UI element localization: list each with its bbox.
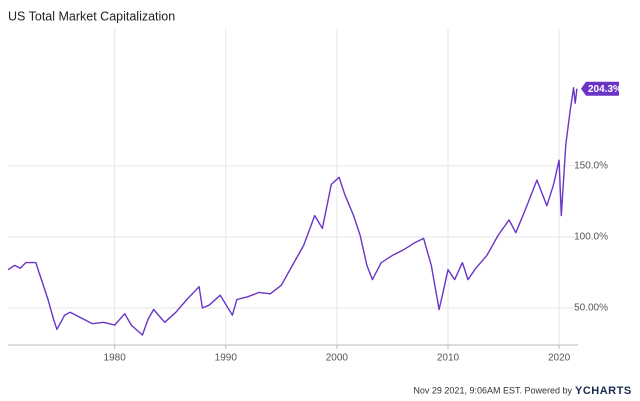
line-series [7, 87, 578, 336]
y-tick-label: 150.0% [574, 161, 608, 172]
value-flag [581, 81, 619, 96]
brand-logo: YCHARTS [575, 385, 632, 397]
x-tick-label: 1990 [215, 353, 238, 364]
grid [8, 28, 578, 345]
footer-text: Nov 29 2021, 9:06AM EST. Powered by [413, 385, 572, 395]
x-tick-label: 2010 [437, 353, 460, 364]
x-tick-label: 2020 [548, 353, 571, 364]
x-tick-label: 1980 [104, 353, 127, 364]
y-tick-label: 50.00% [574, 303, 608, 314]
chart-title: US Total Market Capitalization [8, 9, 175, 23]
y-tick-label: 100.0% [574, 232, 608, 243]
x-tick-label: 2000 [326, 353, 349, 364]
value-label: 204.3% [588, 84, 622, 95]
